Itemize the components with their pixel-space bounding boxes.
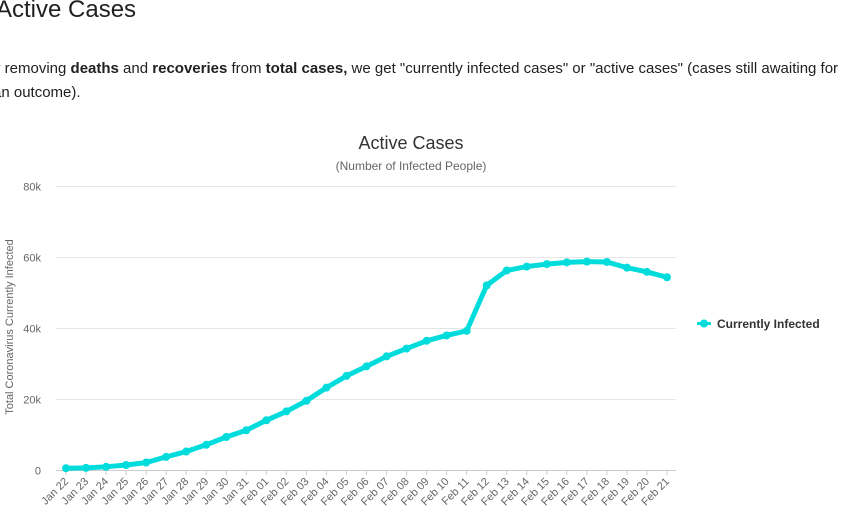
data-point[interactable] xyxy=(182,447,191,456)
intro-text-3: from xyxy=(227,60,266,77)
intro-text-1: y removing xyxy=(0,60,71,77)
data-point[interactable] xyxy=(202,440,211,449)
data-point[interactable] xyxy=(282,407,291,416)
data-point[interactable] xyxy=(162,452,171,461)
chart-subtitle: (Number of Infected People) xyxy=(336,159,487,173)
y-tick-label: 40k xyxy=(23,324,41,336)
y-axis-ticks: 0 20k 40k 60k 80k xyxy=(23,182,41,478)
data-point[interactable] xyxy=(342,371,351,380)
data-point[interactable] xyxy=(382,352,391,361)
data-point[interactable] xyxy=(582,257,591,266)
data-point[interactable] xyxy=(302,396,311,405)
y-tick-label: 60k xyxy=(23,253,41,265)
legend[interactable]: Currently Infected xyxy=(697,317,820,331)
intro-paragraph: y removing deaths and recoveries from to… xyxy=(0,57,843,105)
data-point[interactable] xyxy=(622,263,631,272)
intro-bold-total-cases: total cases, xyxy=(265,60,348,77)
data-point[interactable] xyxy=(422,336,431,345)
intro-bold-deaths: deaths xyxy=(70,60,119,77)
data-point[interactable] xyxy=(442,331,451,340)
page-heading: Active Cases xyxy=(0,0,137,23)
data-point[interactable] xyxy=(642,267,651,276)
data-point[interactable] xyxy=(542,260,551,269)
data-point[interactable] xyxy=(562,258,571,267)
data-point[interactable] xyxy=(142,458,151,467)
data-point[interactable] xyxy=(102,462,111,471)
y-axis-label: Total Coronavirus Currently Infected xyxy=(4,239,16,414)
intro-bold-recoveries: recoveries xyxy=(152,60,228,77)
data-point[interactable] xyxy=(663,273,671,282)
data-point[interactable] xyxy=(462,326,471,335)
series-currently-infected[interactable] xyxy=(62,257,671,473)
legend-marker xyxy=(700,319,708,328)
data-point[interactable] xyxy=(122,461,131,470)
intro-text-2: and xyxy=(118,60,153,77)
y-tick-label: 0 xyxy=(35,466,41,478)
data-point[interactable] xyxy=(62,464,70,473)
legend-item-currently-infected[interactable]: Currently Infected xyxy=(717,317,820,331)
data-point[interactable] xyxy=(602,257,611,266)
data-point[interactable] xyxy=(502,266,511,275)
data-point[interactable] xyxy=(522,262,531,271)
data-point[interactable] xyxy=(222,432,231,441)
y-tick-label: 20k xyxy=(23,395,41,407)
data-point[interactable] xyxy=(242,426,251,435)
chart-title: Active Cases xyxy=(358,133,463,153)
data-point[interactable] xyxy=(82,463,91,472)
data-point[interactable] xyxy=(322,383,331,392)
data-point[interactable] xyxy=(482,281,491,290)
y-tick-label: 80k xyxy=(23,182,41,194)
data-point[interactable] xyxy=(262,416,271,425)
data-point[interactable] xyxy=(362,362,371,371)
intro-text-4: we get "currently infected cases" or "ac… xyxy=(0,60,839,101)
data-point[interactable] xyxy=(402,344,411,353)
grid-lines xyxy=(56,186,676,471)
